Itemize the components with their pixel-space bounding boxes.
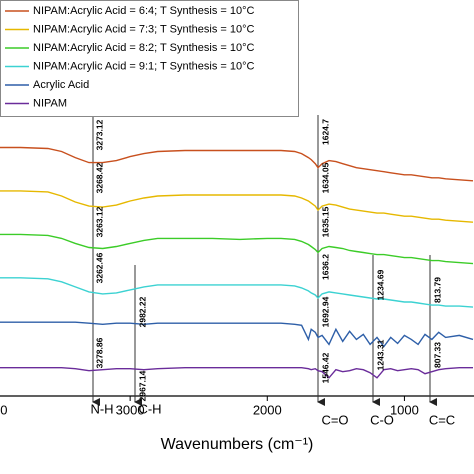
peak-label: 813.79 — [432, 277, 442, 303]
legend-label: NIPAM:Acrylic Acid = 8:2; T Synthesis = … — [33, 42, 254, 54]
legend-label: NIPAM:Acrylic Acid = 6:4; T Synthesis = … — [33, 5, 254, 17]
series-line — [0, 367, 473, 379]
group-label: C-H — [138, 401, 161, 416]
peak-label: 2967.14 — [137, 370, 147, 401]
legend-label: NIPAM — [33, 97, 67, 109]
peak-label: 1635.15 — [320, 206, 330, 237]
legend: NIPAM:Acrylic Acid = 6:4; T Synthesis = … — [0, 0, 299, 117]
peak-label: 1243.31 — [375, 339, 385, 370]
peak-label: 3262.46 — [94, 252, 104, 283]
peak-label: 3263.12 — [94, 206, 104, 237]
series-line — [0, 146, 474, 182]
legend-label: NIPAM:Acrylic Acid = 9:1; T Synthesis = … — [33, 60, 254, 72]
series-line — [0, 277, 474, 308]
series-line — [0, 321, 474, 348]
x-tick-label: 1000 — [390, 402, 419, 417]
legend-label: Acrylic Acid — [33, 79, 89, 91]
peak-label: 1634.05 — [320, 162, 330, 193]
peak-label: 3268.42 — [94, 162, 104, 193]
peak-label: 3278.86 — [94, 337, 104, 368]
group-label: N-H — [90, 401, 113, 416]
peak-label: 1234.69 — [375, 269, 385, 300]
series-line — [0, 233, 474, 265]
group-label: C=C — [429, 412, 455, 427]
x-tick-label: 4000 — [0, 402, 7, 417]
group-label: C-O — [370, 412, 394, 427]
peak-label: 3273.12 — [94, 119, 104, 150]
legend-label: NIPAM:Acrylic Acid = 7:3; T Synthesis = … — [33, 23, 254, 35]
x-axis-label: Wavenumbers (cm⁻¹) — [161, 436, 314, 453]
peak-label: 1636.2 — [320, 254, 330, 280]
x-tick-label: 3000 — [116, 402, 145, 417]
peak-label: 2982.22 — [137, 296, 147, 327]
group-label: C=O — [321, 412, 348, 427]
x-tick-label: 2000 — [253, 402, 282, 417]
peak-label: 1624.7 — [320, 119, 330, 145]
series-line — [0, 190, 474, 223]
peak-label: 807.33 — [432, 342, 442, 368]
peak-label: 1546.42 — [320, 352, 330, 383]
peak-label: 1692.94 — [320, 296, 330, 327]
legend-box — [0, 0, 299, 117]
